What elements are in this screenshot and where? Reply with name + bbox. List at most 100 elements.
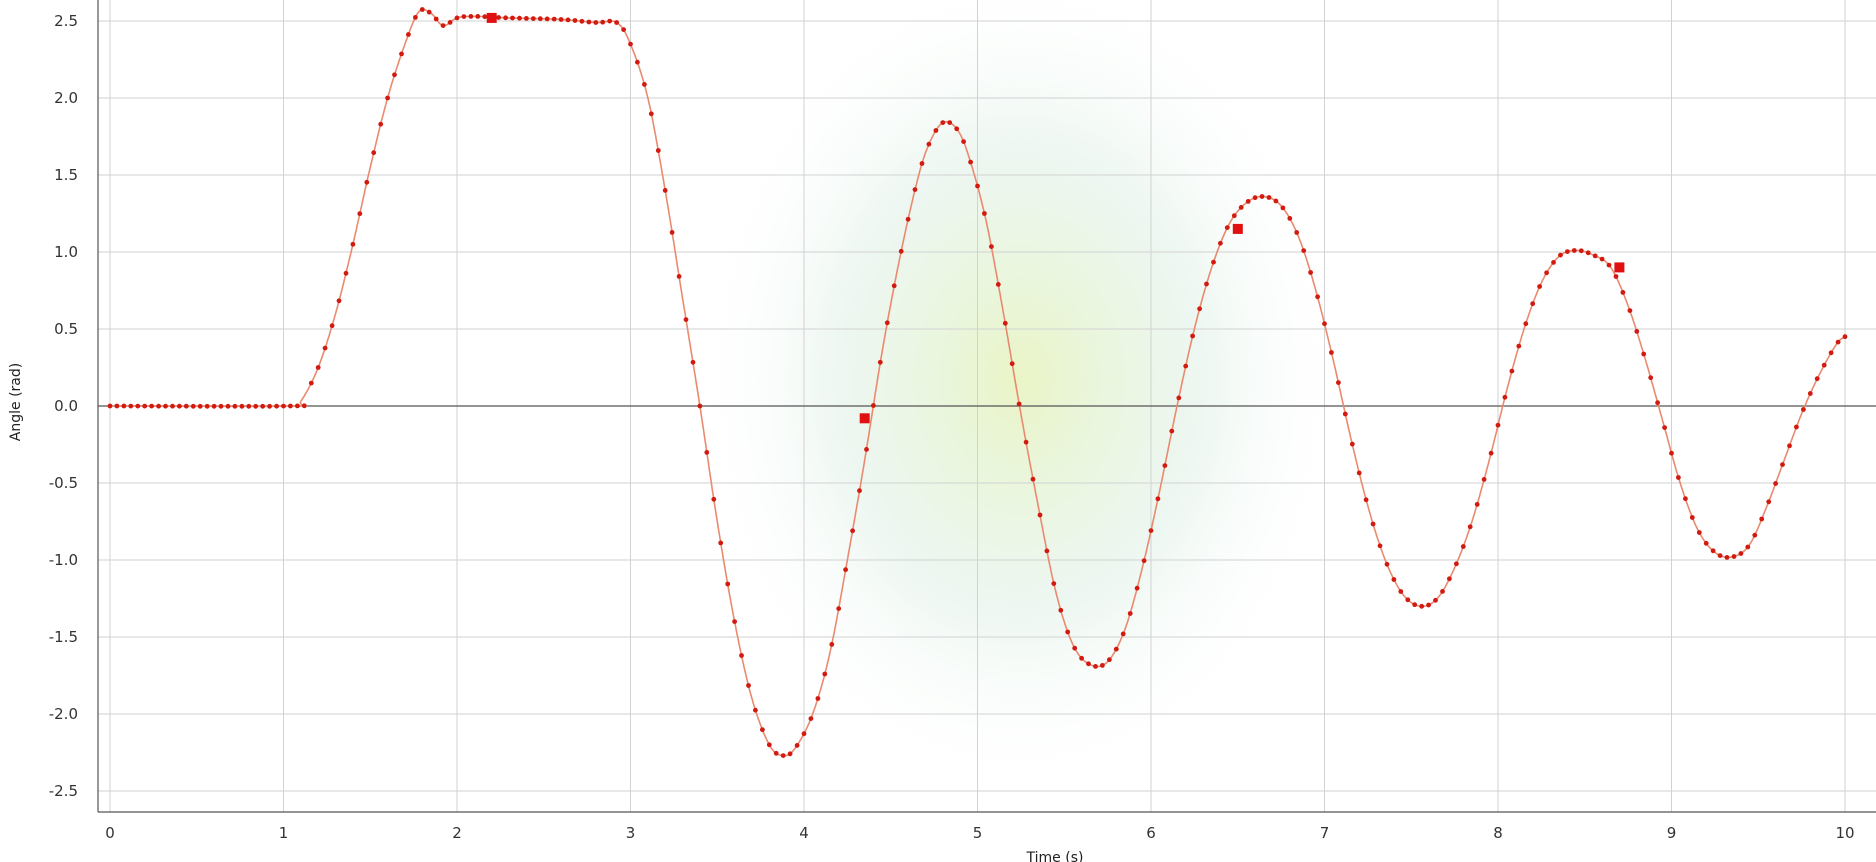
x-tick-label-1: 1 [279,824,289,842]
data-point-221 [1641,351,1647,357]
data-point-188 [1412,602,1418,608]
data-point-86 [704,450,710,455]
data-point-90 [732,619,737,624]
data-point-149 [1141,558,1147,564]
data-point-60 [524,16,529,21]
data-point-31 [322,345,328,351]
data-point-68 [579,18,585,24]
data-point-65 [558,17,564,22]
data-point-205 [1530,301,1536,307]
data-point-161 [1224,225,1230,231]
data-point-112 [884,320,890,326]
data-point-126 [982,211,987,216]
data-point-1 [114,403,120,409]
data-point-12 [190,403,196,409]
data-point-20 [246,403,252,409]
data-point-102 [815,696,821,701]
data-point-195 [1460,544,1466,549]
data-point-40 [385,95,390,101]
data-point-181 [1363,497,1369,503]
data-point-243 [1794,424,1799,430]
data-point-19 [239,403,245,409]
data-point-88 [718,540,724,546]
data-point-77 [642,82,647,87]
data-point-34 [343,270,349,276]
data-point-23 [267,403,272,409]
data-point-125 [975,183,980,189]
data-point-206 [1537,284,1542,289]
data-point-104 [829,642,835,647]
data-point-207 [1544,270,1549,276]
data-point-211 [1571,248,1577,253]
data-point-21 [253,403,259,409]
data-point-13 [197,403,203,409]
data-point-85 [697,403,703,409]
data-point-250 [1842,334,1848,340]
data-point-71 [600,19,606,25]
data-point-92 [746,683,751,688]
data-point-48 [440,23,446,28]
data-point-57 [503,15,508,21]
data-point-185 [1391,577,1397,582]
data-point-83 [683,317,689,322]
data-point-163 [1238,205,1244,210]
data-point-189 [1419,603,1425,609]
data-point-99 [794,743,800,748]
data-point-132 [1023,439,1029,445]
data-point-59 [517,15,522,21]
data-point-152 [1162,463,1168,468]
data-point-76 [635,59,640,65]
data-point-16 [218,403,224,409]
data-point-79 [655,148,661,153]
data-point-197 [1474,502,1480,507]
data-point-111 [877,359,883,365]
data-point-28 [301,403,307,409]
data-point-230 [1703,540,1709,546]
data-point-199 [1488,450,1494,456]
data-point-136 [1051,581,1057,586]
data-point-123 [961,139,966,145]
marker-point-3 [1614,262,1625,273]
x-tick-label-8: 8 [1493,824,1503,842]
data-point-169 [1280,205,1286,211]
data-point-78 [648,111,654,117]
data-point-187 [1405,597,1411,603]
data-point-110 [871,403,876,408]
data-point-151 [1155,496,1161,502]
data-point-147 [1127,611,1133,616]
data-point-37 [364,179,370,185]
data-point-146 [1120,631,1126,637]
data-point-177 [1336,380,1341,385]
data-point-100 [801,731,807,737]
data-point-248 [1828,350,1834,356]
data-point-198 [1481,477,1487,482]
x-tick-label-0: 0 [105,824,115,842]
data-point-124 [968,159,973,165]
data-point-7 [156,403,162,409]
data-point-158 [1204,281,1209,287]
data-point-0 [107,403,113,409]
x-tick-label-5: 5 [973,824,983,842]
data-point-215 [1599,256,1605,262]
data-point-42 [399,51,404,57]
data-point-137 [1058,607,1064,613]
marker-point-1 [859,413,870,424]
data-point-183 [1377,543,1383,549]
data-point-36 [357,211,363,217]
data-point-222 [1648,375,1654,381]
data-point-145 [1113,646,1119,652]
data-point-131 [1016,401,1022,407]
data-point-17 [225,403,231,409]
data-point-25 [281,403,286,409]
x-tick-labels: 0 1 2 3 4 5 6 7 8 9 10 [105,824,1854,842]
data-point-178 [1342,411,1348,417]
data-point-141 [1086,661,1091,667]
data-point-179 [1349,441,1355,447]
data-point-5 [142,403,148,409]
data-point-244 [1801,407,1806,412]
data-point-217 [1613,274,1619,279]
data-point-94 [760,727,765,733]
data-point-239 [1766,499,1772,505]
data-point-193 [1447,576,1452,582]
screen-glare [690,0,1350,800]
